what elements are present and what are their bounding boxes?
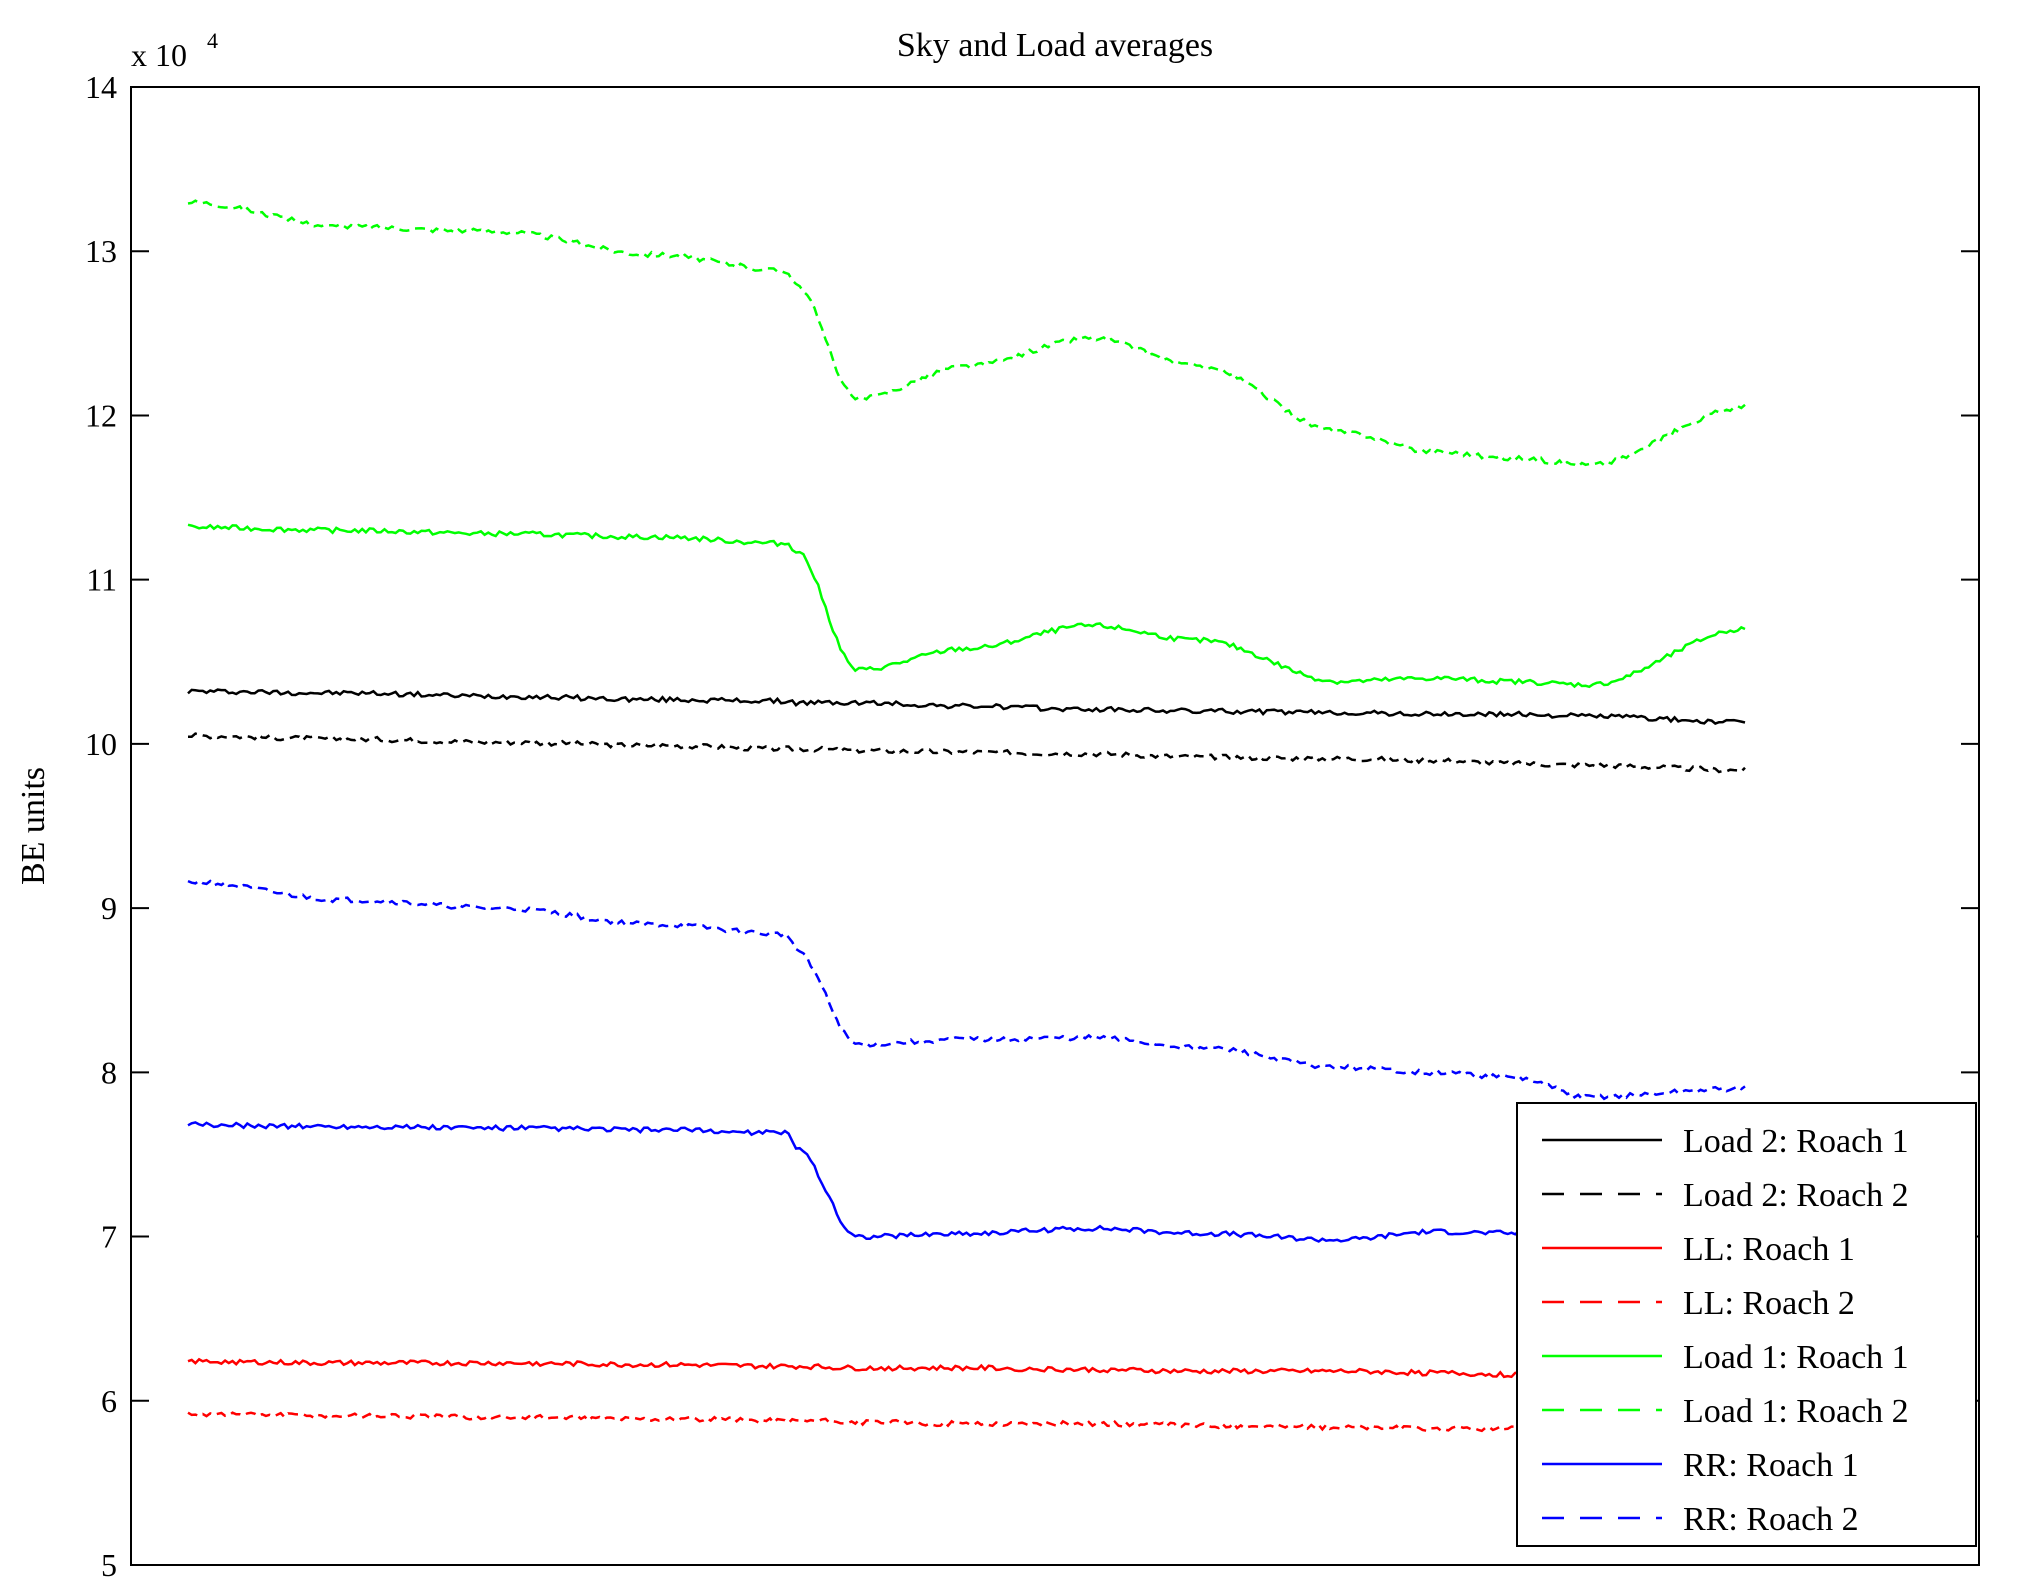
y-axis-label: BE units — [15, 767, 52, 885]
series-line-7 — [187, 879, 1746, 1101]
y-tick-label: 11 — [86, 562, 117, 598]
series-line-6 — [187, 1121, 1746, 1243]
series-line-3 — [187, 1411, 1746, 1433]
y-tick-label: 5 — [101, 1547, 117, 1583]
series-line-2 — [187, 1357, 1746, 1379]
legend-label-2: LL: Roach 1 — [1683, 1231, 1855, 1268]
y-tick-label: 13 — [85, 233, 117, 269]
y-tick-label: 12 — [85, 397, 117, 433]
y-tick-label: 9 — [101, 890, 117, 926]
legend-label-4: Load 1: Roach 1 — [1683, 1339, 1909, 1376]
y-tick-label: 8 — [101, 1054, 117, 1090]
legend-label-1: Load 2: Roach 2 — [1683, 1177, 1909, 1214]
legend-label-3: LL: Roach 2 — [1683, 1285, 1855, 1322]
series-line-5 — [187, 199, 1746, 468]
chart-title: Sky and Load averages — [897, 27, 1213, 64]
series-line-0 — [187, 688, 1746, 726]
legend-label-6: RR: Roach 1 — [1683, 1447, 1859, 1484]
y-axis: 5 6 7 8 9 10 11 12 13 14 — [85, 69, 1979, 1583]
legend: Load 2: Roach 1 Load 2: Roach 2 LL: Roach … — [1516, 1102, 1977, 1547]
y-tick-label: 7 — [101, 1219, 117, 1255]
legend-label-0: Load 2: Roach 1 — [1683, 1123, 1909, 1160]
y-multiplier-exponent: 4 — [207, 28, 218, 53]
y-tick-label: 14 — [85, 69, 117, 105]
y-tick-label: 6 — [101, 1383, 117, 1419]
legend-box — [1516, 1102, 1977, 1547]
series-line-1 — [188, 732, 1746, 774]
legend-label-5: Load 1: Roach 2 — [1683, 1393, 1909, 1430]
series-line-4 — [187, 523, 1746, 689]
legend-label-7: RR: Roach 2 — [1683, 1501, 1859, 1538]
series-layer — [187, 199, 1746, 1433]
y-tick-label: 10 — [85, 726, 117, 762]
y-multiplier-prefix: x 10 — [131, 37, 187, 73]
